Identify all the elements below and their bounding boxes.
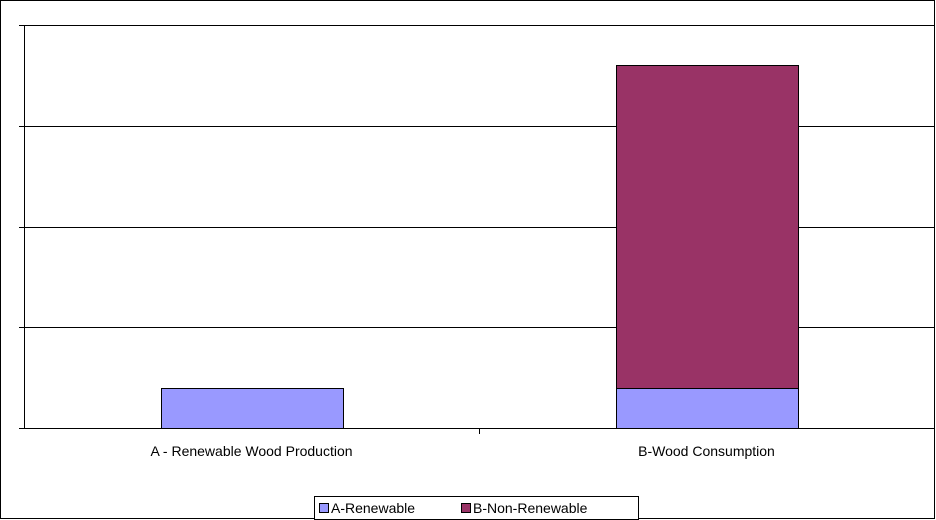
legend-swatch-b-non-renewable	[461, 503, 471, 513]
legend: A-Renewable B-Non-Renewable	[314, 496, 639, 520]
category-label: A - Renewable Wood Production	[150, 443, 352, 459]
category-labels: A - Renewable Wood Production B-Wood Cons…	[150, 443, 774, 459]
bar-segment	[616, 65, 799, 389]
legend-label-b-non-renewable: B-Non-Renewable	[473, 500, 588, 516]
category-label: B-Wood Consumption	[638, 443, 775, 459]
legend-swatch-a-renewable	[319, 503, 329, 513]
axes	[19, 25, 934, 434]
legend-label-a-renewable: A-Renewable	[331, 500, 415, 516]
bar-segment	[616, 388, 799, 429]
bar-segment	[161, 388, 344, 429]
